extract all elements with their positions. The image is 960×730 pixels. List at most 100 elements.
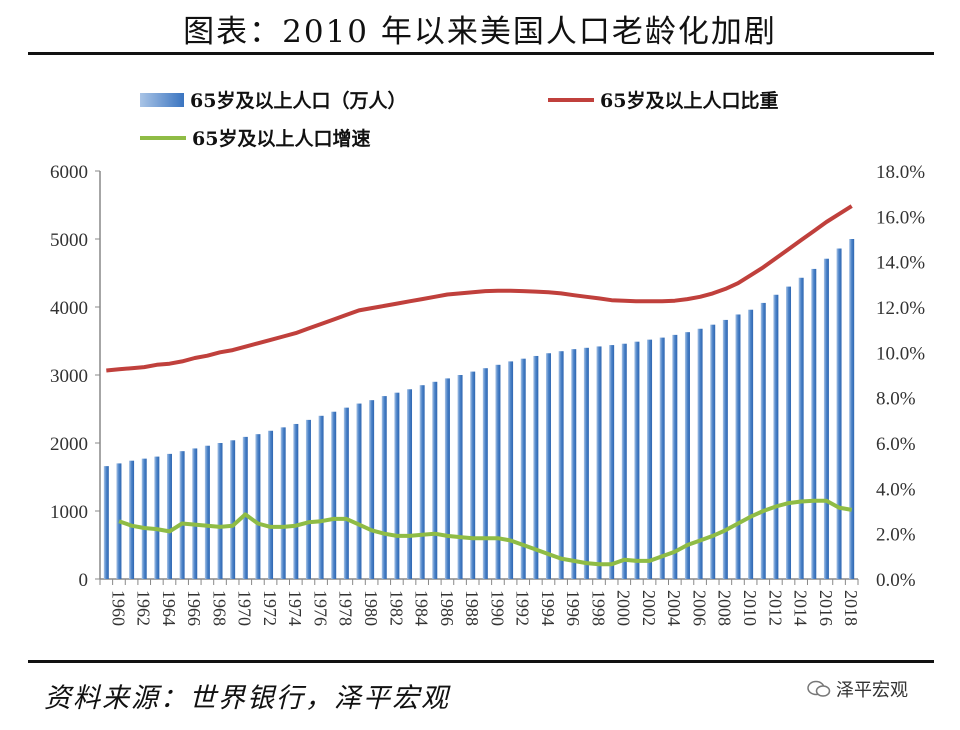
legend-swatch-line: [140, 135, 186, 140]
x-tick-label: 1992: [513, 590, 533, 626]
x-tick-label: 1982: [386, 590, 406, 626]
x-tick-label: 1972: [260, 590, 280, 626]
x-tick-label: 1996: [563, 590, 583, 626]
bar-2012: [760, 302, 766, 579]
x-tick-label: 1978: [336, 590, 356, 626]
bar-1970: [230, 440, 236, 579]
bar-2000: [609, 345, 615, 579]
right-tick-label: 0.0%: [876, 570, 916, 591]
bar-2013: [773, 294, 779, 579]
bar-1961: [116, 463, 122, 579]
bar-1971: [242, 436, 248, 579]
x-tick-label: 2000: [614, 590, 634, 626]
legend-item-ratio: 65岁及以上人口比重: [548, 86, 778, 113]
x-tick-label: 1986: [437, 590, 457, 626]
x-tick-label: 1970: [235, 590, 255, 626]
bar-1962: [129, 460, 135, 579]
bar-1977: [318, 415, 324, 579]
bar-1995: [545, 353, 551, 579]
x-tick-label: 1964: [159, 590, 179, 626]
right-tick-label: 16.0%: [876, 207, 925, 228]
bar-2004: [659, 337, 665, 579]
bar-1984: [407, 389, 413, 579]
bar-2002: [634, 341, 640, 579]
bar-1990: [482, 368, 488, 579]
bar-1993: [520, 358, 526, 579]
chart-title: 图表：2010 年以来美国人口老龄化加剧: [183, 14, 777, 50]
bar-2010: [735, 314, 741, 579]
bar-2003: [647, 339, 653, 579]
left-tick-label: 5000: [50, 230, 88, 251]
bar-1965: [166, 453, 172, 579]
chart-plot: 0 1000 2000 3000 4000 5000 6000 0.0% 2.0% 4.0% 6.0…: [50, 162, 925, 626]
x-tick-label: 1980: [361, 590, 381, 626]
x-tick-label: 2018: [841, 590, 861, 626]
bar-1969: [217, 443, 223, 579]
bar-1983: [394, 392, 400, 579]
x-tick-label: 2010: [740, 590, 760, 626]
left-tick-label: 6000: [50, 162, 88, 183]
bar-1998: [583, 347, 589, 579]
bar-1985: [419, 385, 425, 579]
x-tick-label: 2016: [816, 590, 836, 626]
x-tick-label: 1998: [588, 590, 608, 626]
legend-item-population: 65岁及以上人口（万人）: [140, 86, 406, 113]
bottom-divider: [28, 660, 934, 663]
bar-2009: [722, 319, 728, 579]
bar-2011: [748, 309, 754, 579]
bar-2015: [798, 277, 804, 579]
bar-1963: [141, 458, 147, 579]
bar-1979: [343, 407, 349, 579]
right-tick-label: 6.0%: [876, 434, 916, 455]
x-tick-label: 1976: [310, 590, 330, 626]
bar-1987: [444, 378, 450, 579]
bar-1994: [533, 355, 539, 579]
bar-2018: [836, 248, 842, 579]
legend-label: 65岁及以上人口比重: [600, 90, 779, 112]
bar-1975: [293, 423, 299, 579]
legend-swatch-bar: [140, 92, 184, 107]
bar-2019: [849, 239, 855, 579]
bar-2008: [710, 324, 716, 579]
bar-2017: [823, 258, 829, 579]
bar-1981: [369, 400, 375, 579]
bar-1997: [571, 349, 577, 579]
left-tick-label: 1000: [50, 502, 88, 523]
x-tick-label: 1960: [108, 590, 128, 626]
bar-1986: [432, 381, 438, 579]
bar-2006: [684, 332, 690, 579]
bar-1972: [255, 434, 261, 579]
x-tick-label: 1966: [184, 590, 204, 626]
bar-1991: [495, 364, 501, 579]
right-tick-label: 12.0%: [876, 298, 925, 319]
watermark: 泽平宏观: [806, 676, 908, 702]
x-tick-label: 2008: [715, 590, 735, 626]
x-tick-label: 2014: [791, 590, 811, 626]
bar-1964: [154, 456, 160, 579]
left-tick-label: 4000: [50, 298, 88, 319]
x-tick-label: 1968: [209, 590, 229, 626]
bar-1988: [457, 375, 463, 579]
bar-1999: [596, 346, 602, 579]
left-tick-label: 0: [79, 570, 89, 591]
x-tick-label: 1962: [134, 590, 154, 626]
bar-1980: [356, 403, 362, 579]
x-tick-label: 1984: [412, 590, 432, 626]
x-tick-label: 1994: [538, 590, 558, 626]
bar-1967: [192, 448, 198, 579]
left-tick-label: 3000: [50, 366, 88, 387]
right-tick-label: 14.0%: [876, 253, 925, 274]
bar-1974: [280, 427, 286, 579]
left-tick-label: 2000: [50, 434, 88, 455]
legend-label: 65岁及以上人口（万人）: [190, 90, 407, 112]
bar-1976: [305, 419, 311, 579]
x-tick-label: 2004: [664, 590, 684, 626]
bar-2005: [672, 334, 678, 579]
right-tick-label: 10.0%: [876, 343, 925, 364]
right-tick-label: 2.0%: [876, 525, 916, 546]
legend-swatch-line: [548, 97, 594, 102]
legend-label: 65岁及以上人口增速: [192, 128, 371, 150]
ratio-line: [106, 204, 853, 373]
bar-1978: [331, 411, 337, 579]
bar-2007: [697, 328, 703, 579]
